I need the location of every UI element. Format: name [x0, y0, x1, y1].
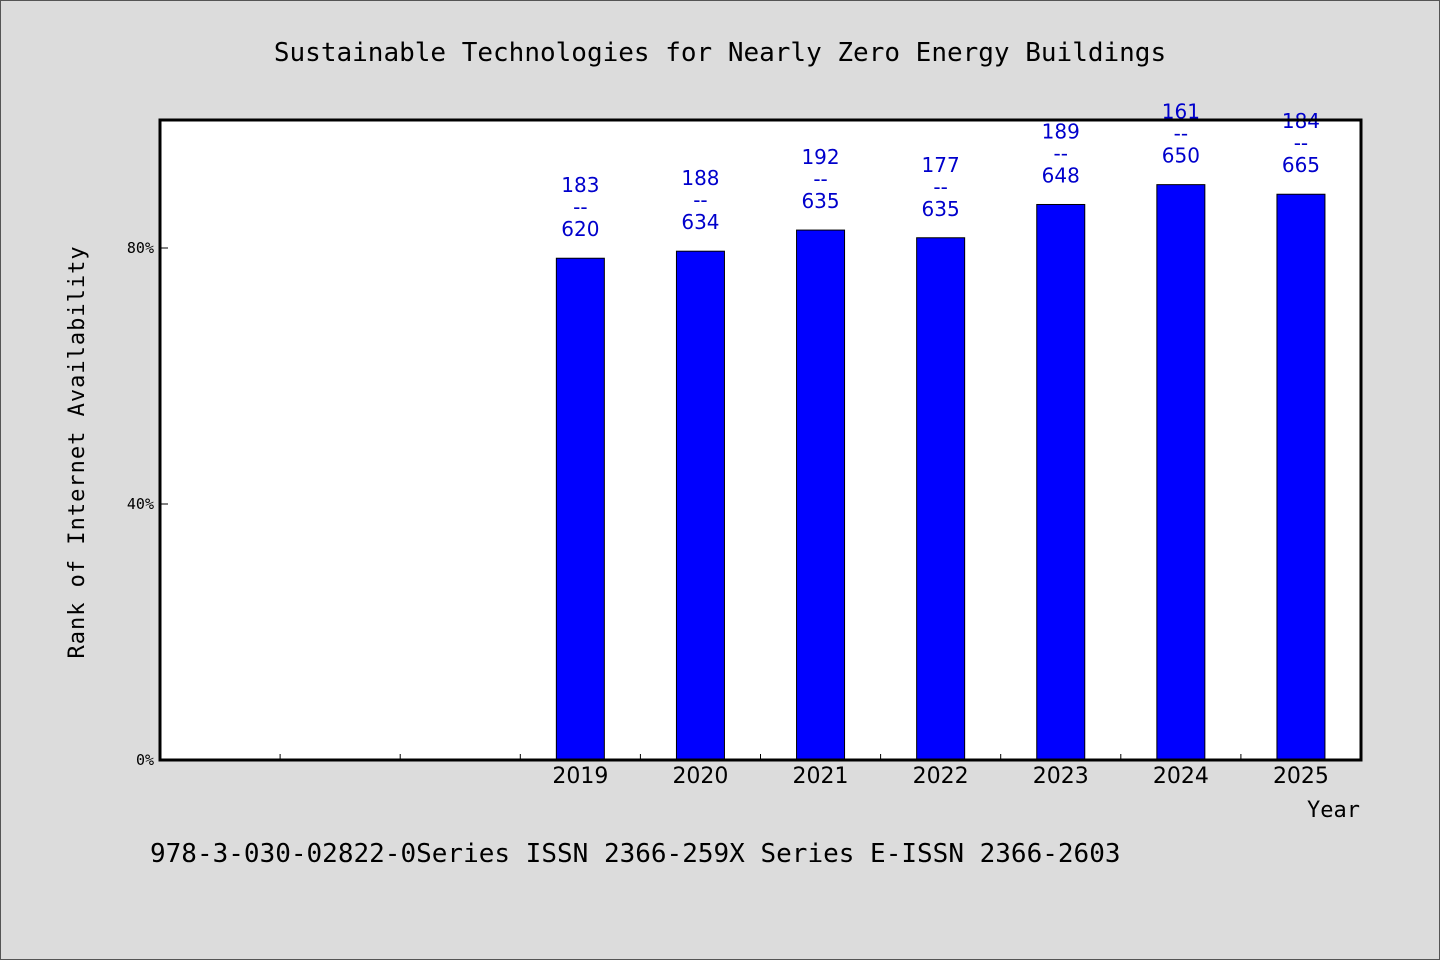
data-labels: 183--620188--634192--635177--635189--648… — [561, 100, 1320, 242]
x-tick-label-2020: 2020 — [672, 764, 728, 789]
bar-2021 — [796, 229, 846, 761]
data-label-2023: -- — [1054, 141, 1068, 165]
data-label-2021: 192 — [801, 145, 839, 169]
data-label-2024: 650 — [1162, 144, 1200, 168]
x-tick-label-2023: 2023 — [1033, 764, 1089, 789]
data-label-2023: 189 — [1042, 119, 1080, 143]
x-axis: 2019 2020 2021 2022 2023 2024 2025 — [279, 754, 1329, 789]
data-label-2019: 620 — [561, 217, 599, 241]
bar-series — [555, 184, 1326, 761]
data-label-2022: 635 — [922, 197, 960, 221]
data-label-2020: -- — [693, 188, 707, 212]
chart-title: Sustainable Technologies for Nearly Zero… — [274, 38, 1166, 68]
data-label-2021: 635 — [801, 189, 839, 213]
data-label-2025: -- — [1294, 131, 1308, 155]
data-label-2019: 183 — [561, 173, 599, 197]
data-label-2022: -- — [933, 175, 947, 199]
bar-2022 — [916, 237, 966, 761]
data-label-2020: 634 — [681, 210, 719, 234]
data-label-2023: 648 — [1042, 163, 1080, 187]
bar-2023 — [1036, 203, 1086, 761]
y-tick-label: 0% — [136, 751, 154, 769]
y-tick-label: 40% — [127, 495, 154, 513]
x-tick-label-2021: 2021 — [793, 764, 849, 789]
bar-2020 — [675, 250, 725, 761]
bar-2019 — [555, 257, 605, 761]
data-label-2019: -- — [573, 195, 587, 219]
data-label-2024: -- — [1174, 122, 1188, 146]
bar-2024 — [1156, 184, 1206, 761]
data-label-2025: 665 — [1282, 153, 1320, 177]
bar-2025 — [1276, 193, 1326, 761]
y-axis: 0% 40% 80% — [127, 239, 168, 769]
x-axis-label: Year — [1307, 798, 1360, 823]
data-label-2022: 177 — [922, 153, 960, 177]
x-tick-label-2019: 2019 — [552, 764, 608, 789]
x-tick-label-2024: 2024 — [1153, 764, 1209, 789]
x-tick-label-2025: 2025 — [1273, 764, 1329, 789]
y-tick-label: 80% — [127, 239, 154, 257]
data-label-2021: -- — [813, 167, 827, 191]
data-label-2020: 188 — [681, 166, 719, 190]
x-tick-label-2022: 2022 — [913, 764, 969, 789]
y-axis-label: Rank of Internet Availability — [65, 245, 90, 658]
footer-isbn-text: 978-3-030-02822-0Series ISSN 2366-259X S… — [150, 839, 1121, 869]
